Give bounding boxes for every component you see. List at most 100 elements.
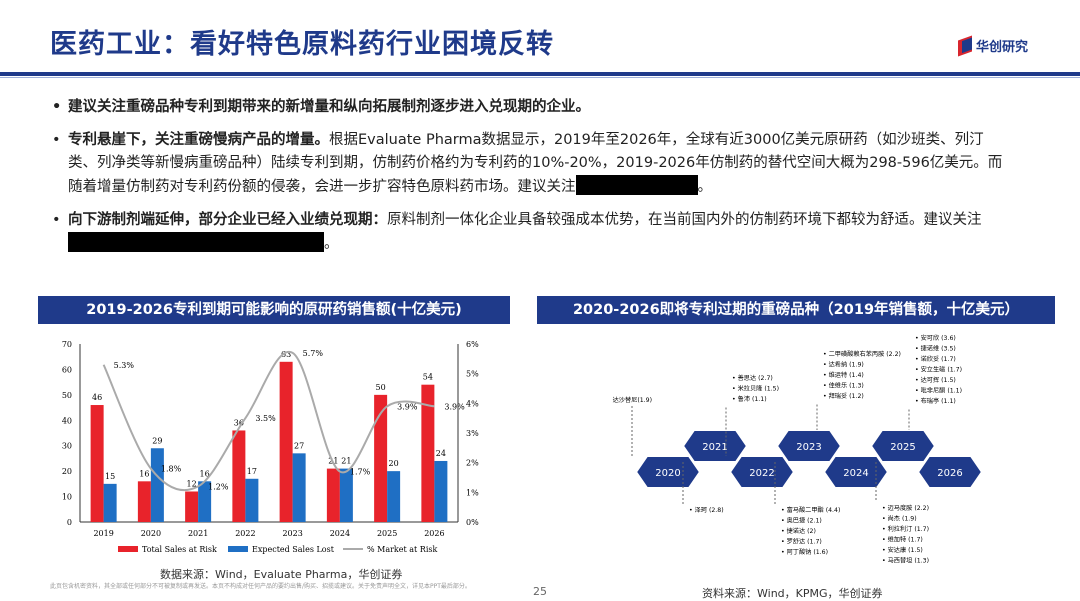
pct-data-label: 1.8% [161,465,182,474]
drug-label: • 拜瑞妥 (1.2) [823,392,864,400]
title-rule-thin [0,77,1080,78]
legend-label: % Market at Risk [367,545,437,554]
bar-data-label: 20 [389,459,399,468]
pct-data-label: 5.3% [114,361,135,370]
pct-data-label: 3.5% [255,414,276,423]
bar-data-label: 29 [152,436,162,445]
bar-expected-lost [434,460,448,522]
bullet-2-text: 根据Evaluate Pharma数据显示，2019年至2026年，全球有近30… [68,132,1003,195]
timeline-year-label: 2020 [655,468,680,479]
y-tick-label: 0 [67,518,72,527]
drug-label: • 阿丁酸钠 (1.6) [781,548,828,556]
drug-label: • 富马酸二甲酯 (4.4) [781,506,840,514]
drug-label: • 二甲磺酸赖右苯丙胺 (2.2) [823,350,901,358]
bar-data-label: 15 [105,472,115,481]
legend-swatch [228,546,248,552]
bar-data-label: 16 [139,469,149,478]
timeline-year-label: 2025 [890,442,915,453]
drug-label: • 安立生磁 (1.7) [915,366,962,374]
bar-data-label: 50 [376,383,386,392]
pct-data-label: 1.7% [350,468,371,477]
bar-data-label: 27 [294,441,304,450]
bar-total-sales [421,384,435,522]
drug-label: • 佳维乐 (1.3) [823,382,864,390]
brand-logo: 华创研究 [958,34,1029,57]
drug-label: • 鲁沛 (1.1) [732,395,767,403]
timeline-year-label: 2022 [749,468,774,479]
timeline-hex [681,429,749,463]
bullet-3: 向下游制剂端延伸，部分企业已经入业绩兑现期：原料制剂一体化企业具备较强成本优势，… [50,209,1010,256]
x-tick-label: 2019 [93,529,113,538]
bar-expected-lost [292,453,306,522]
y-tick-label: 70 [62,340,72,349]
bullet-2-end: 。 [697,179,713,195]
bar-total-sales [326,468,340,522]
y-tick-label: 30 [62,442,72,451]
drug-label: • 尚杰 (1.9) [882,515,917,523]
drug-label: • 奥巴捷 (2.1) [781,517,822,525]
y-tick-label: 50 [62,391,72,400]
bar-expected-lost [150,448,164,522]
drug-label: • 诺欣妥 (1.7) [915,355,956,363]
pct-data-label: 3.9% [397,402,418,411]
y2-tick-label: 3% [466,429,479,438]
bar-expected-lost [245,478,259,522]
bar-expected-lost [387,471,401,522]
pct-data-label: 3.9% [444,402,465,411]
y-tick-label: 40 [62,416,72,425]
bullet-list: 建议关注重磅品种专利到期带来的新增量和纵向拓展制剂逐步进入兑现期的企业。 专利悬… [50,96,1010,266]
x-tick-label: 2022 [235,529,255,538]
drug-label: • 米拉贝隆 (1.5) [732,385,779,393]
bar-total-sales [137,481,151,522]
y2-tick-label: 0% [466,518,479,527]
page-number: 25 [533,585,547,598]
x-tick-label: 2021 [188,529,208,538]
x-tick-label: 2020 [141,529,161,538]
drug-label: • 善思达 (2.7) [732,374,773,382]
right-panel-header: 2020-2026即将专利过期的重磅品种（2019年销售额，十亿美元） [537,296,1055,324]
drug-label: • 达可挥 (1.5) [915,376,956,384]
left-source: 数据来源：Wind，Evaluate Pharma，华创证券 [160,568,403,581]
bullet-3-lead: 向下游制剂端延伸，部分企业已经入业绩兑现期： [68,212,387,228]
y2-tick-label: 5% [466,370,479,379]
pct-data-label: 5.7% [303,349,324,358]
right-source: 资料来源：Wind，KPMG，华创证券 [702,587,883,600]
y2-tick-label: 6% [466,340,479,349]
timeline-hex [822,455,890,489]
bullet-2: 专利悬崖下，关注重磅慢病产品的增量。根据Evaluate Pharma数据显示，… [50,129,1010,199]
bar-total-sales [232,430,246,522]
y-tick-label: 10 [62,493,72,502]
timeline-year-label: 2024 [843,468,868,479]
bar-data-label: 63 [281,350,291,359]
timeline-hex [728,455,796,489]
y-tick-label: 60 [62,365,72,374]
title-rule [0,72,1080,76]
drug-label: • 罗舒达 (1.7) [781,538,822,546]
pct-data-label: 1.2% [208,482,229,491]
bar-data-label: 36 [234,418,244,427]
bullet-1: 建议关注重磅品种专利到期带来的新增量和纵向拓展制剂逐步进入兑现期的企业。 [50,96,1010,119]
bar-expected-lost [103,483,117,522]
bar-total-sales [374,394,388,522]
x-tick-label: 2026 [424,529,444,538]
disclaimer: 此页包含机密资料，其全部或任何部分不可被复制或再发送。本页不构成对任何产品的要约… [50,583,471,590]
timeline-hex [869,429,937,463]
y-tick-label: 20 [62,467,72,476]
drug-label: • 安可欣 (3.6) [915,334,956,342]
logo-text: 华创研究 [976,40,1029,55]
legend-label: Expected Sales Lost [252,545,335,554]
logo-mark-icon [958,34,972,57]
bullet-3-end: 。 [324,236,339,252]
x-tick-label: 2025 [377,529,397,538]
page-title: 医药工业：看好特色原料药行业困境反转 [50,29,554,60]
drug-label: • 维运特 (1.4) [823,371,864,379]
legend-label: Total Sales at Risk [142,545,217,554]
drug-label: • 达希纳 (1.9) [823,361,864,369]
y2-tick-label: 2% [466,459,479,468]
y2-tick-label: 4% [466,399,479,408]
drug-label: • 利拉利汀 (1.7) [882,525,929,533]
drug-label: • 捷诺达 (2) [781,527,816,535]
bar-data-label: 46 [92,393,102,402]
drug-label: • 马西替坦 (1.3) [882,557,929,565]
bullet-2-lead: 专利悬崖下，关注重磅慢病产品的增量。 [68,132,329,148]
